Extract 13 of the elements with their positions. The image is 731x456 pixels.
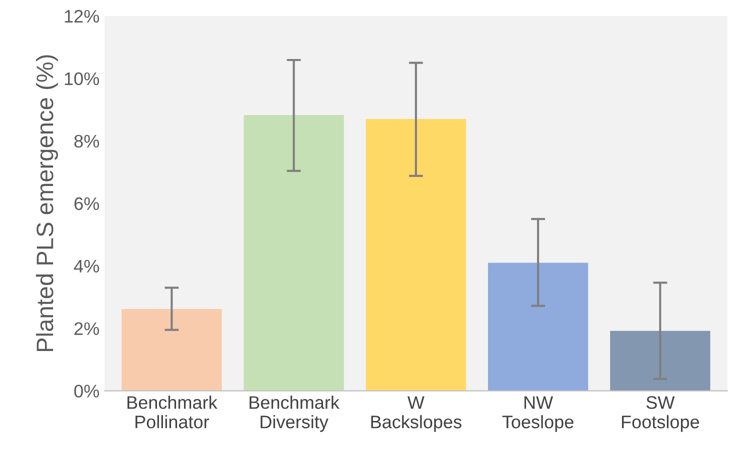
y-tick-label: 10%: [64, 72, 100, 86]
y-tick-label: 12%: [64, 10, 100, 23]
x-tick-label: Benchmark Diversity: [250, 396, 340, 432]
x-tick-label: W Backslopes: [371, 396, 462, 432]
y-tick-label: 6%: [74, 197, 100, 210]
y-tick-label: 2%: [74, 322, 100, 335]
x-tick-label: NW Toeslope: [502, 396, 574, 432]
y-tick-label: 0%: [74, 384, 100, 398]
x-tick-label: SW Footslope: [622, 396, 700, 432]
y-axis-title: Planted PLS emergence (%): [36, 55, 58, 352]
y-tick-label: 8%: [74, 134, 100, 148]
x-tick-label: Benchmark Pollinator: [128, 396, 218, 428]
y-tick-label: 4%: [74, 260, 100, 272]
